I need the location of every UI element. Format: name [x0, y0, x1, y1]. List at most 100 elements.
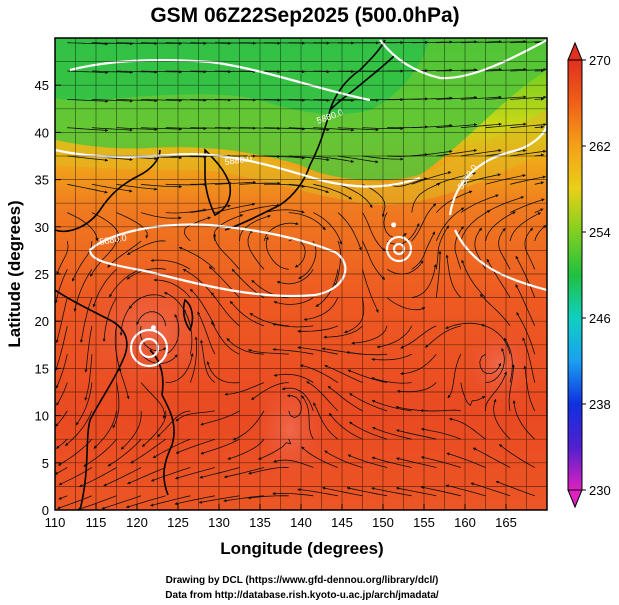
streamline — [107, 240, 142, 268]
streamline — [395, 429, 437, 440]
streamline — [55, 269, 68, 304]
streamline — [288, 212, 326, 231]
streamline — [411, 123, 453, 129]
streamline — [288, 127, 330, 132]
streamline — [347, 369, 388, 383]
streamline — [165, 70, 207, 74]
streamline — [508, 364, 515, 411]
streamline — [411, 96, 453, 100]
streamline — [485, 211, 516, 242]
streamline — [512, 400, 535, 440]
streamline — [140, 382, 166, 420]
streamline — [247, 348, 289, 355]
streamline — [56, 382, 68, 406]
streamline — [420, 427, 462, 440]
y-tick-label: 0 — [42, 503, 49, 518]
streamline — [447, 354, 462, 399]
streamline — [371, 353, 412, 362]
streamline — [141, 98, 183, 103]
x-tick-label: 165 — [495, 515, 517, 530]
streamline — [190, 98, 232, 102]
streamline — [190, 70, 232, 74]
streamline — [197, 311, 216, 355]
y-tick-label: 15 — [35, 361, 49, 376]
x-tick-label: 145 — [331, 515, 353, 530]
cyclone-center — [150, 325, 156, 331]
streamline — [57, 438, 93, 466]
streamline — [248, 466, 289, 475]
streamline — [347, 454, 388, 468]
streamline — [454, 226, 464, 270]
streamline — [223, 467, 265, 479]
streamline — [321, 486, 363, 497]
streamline — [264, 209, 305, 214]
streamline — [479, 353, 502, 374]
cyclone-ring-west — [129, 328, 169, 368]
streamline — [165, 208, 207, 214]
coastline-korea — [204, 148, 232, 217]
x-tick-label: 150 — [372, 515, 394, 530]
streamline — [136, 311, 167, 326]
colorbar-top-arrow — [567, 41, 583, 61]
streamline — [460, 210, 491, 242]
streamline — [55, 438, 68, 449]
streamline — [56, 240, 69, 275]
streamline — [84, 325, 93, 373]
streamline — [264, 183, 306, 188]
streamline — [515, 255, 536, 298]
streamline — [163, 292, 191, 327]
y-tick-label: 5 — [42, 456, 49, 471]
streamline — [140, 212, 182, 220]
streamline — [445, 484, 486, 497]
streamline — [510, 67, 547, 72]
streamline — [460, 194, 499, 213]
streamline — [362, 212, 386, 252]
x-tick-label: 125 — [167, 515, 189, 530]
streamline — [288, 183, 330, 194]
contour-east-lower — [454, 229, 547, 292]
streamline — [376, 325, 413, 349]
streamline — [445, 322, 486, 329]
streamline — [297, 325, 339, 333]
streamline — [190, 204, 231, 213]
streamline — [446, 452, 486, 468]
streamline — [327, 385, 363, 412]
credit-drawing: Drawing by DCL (https://www.gfd-dennou.o… — [166, 575, 439, 586]
streamline — [485, 347, 505, 383]
streamline — [460, 122, 502, 129]
streamline — [523, 365, 536, 412]
streamline — [436, 68, 478, 72]
streamline — [91, 183, 133, 193]
streamline — [226, 338, 265, 355]
colorbar-bottom-arrow — [567, 489, 583, 509]
streamline — [165, 352, 194, 383]
streamline — [141, 127, 183, 131]
streamline — [91, 70, 134, 74]
streamline — [200, 438, 240, 455]
streamline — [249, 312, 289, 327]
streamline — [509, 212, 542, 242]
streamline — [264, 127, 306, 131]
streamline — [55, 467, 68, 475]
streamline — [109, 268, 142, 298]
streamline — [258, 439, 292, 460]
credit-data: Data from http://database.rish.kyoto-u.a… — [165, 590, 439, 601]
streamline — [79, 467, 117, 488]
streamline — [313, 155, 355, 163]
contour-subtropical-high — [88, 223, 347, 298]
streamline — [510, 95, 547, 100]
streamline — [436, 95, 478, 100]
cyclone-ring-east — [385, 235, 413, 263]
colorbar-fill — [567, 59, 583, 491]
streamline — [214, 180, 257, 185]
streamline — [276, 269, 314, 285]
x-tick-label: 160 — [454, 515, 476, 530]
y-axis-title: Latitude (degrees) — [5, 200, 24, 347]
streamline — [55, 410, 68, 427]
colorbar-tick-label: 270 — [589, 53, 611, 68]
x-axis-title: Longitude (degrees) — [220, 539, 383, 558]
streamline — [313, 212, 343, 245]
streamline — [213, 214, 244, 242]
x-tick-label: 155 — [413, 515, 435, 530]
streamline — [239, 214, 271, 242]
